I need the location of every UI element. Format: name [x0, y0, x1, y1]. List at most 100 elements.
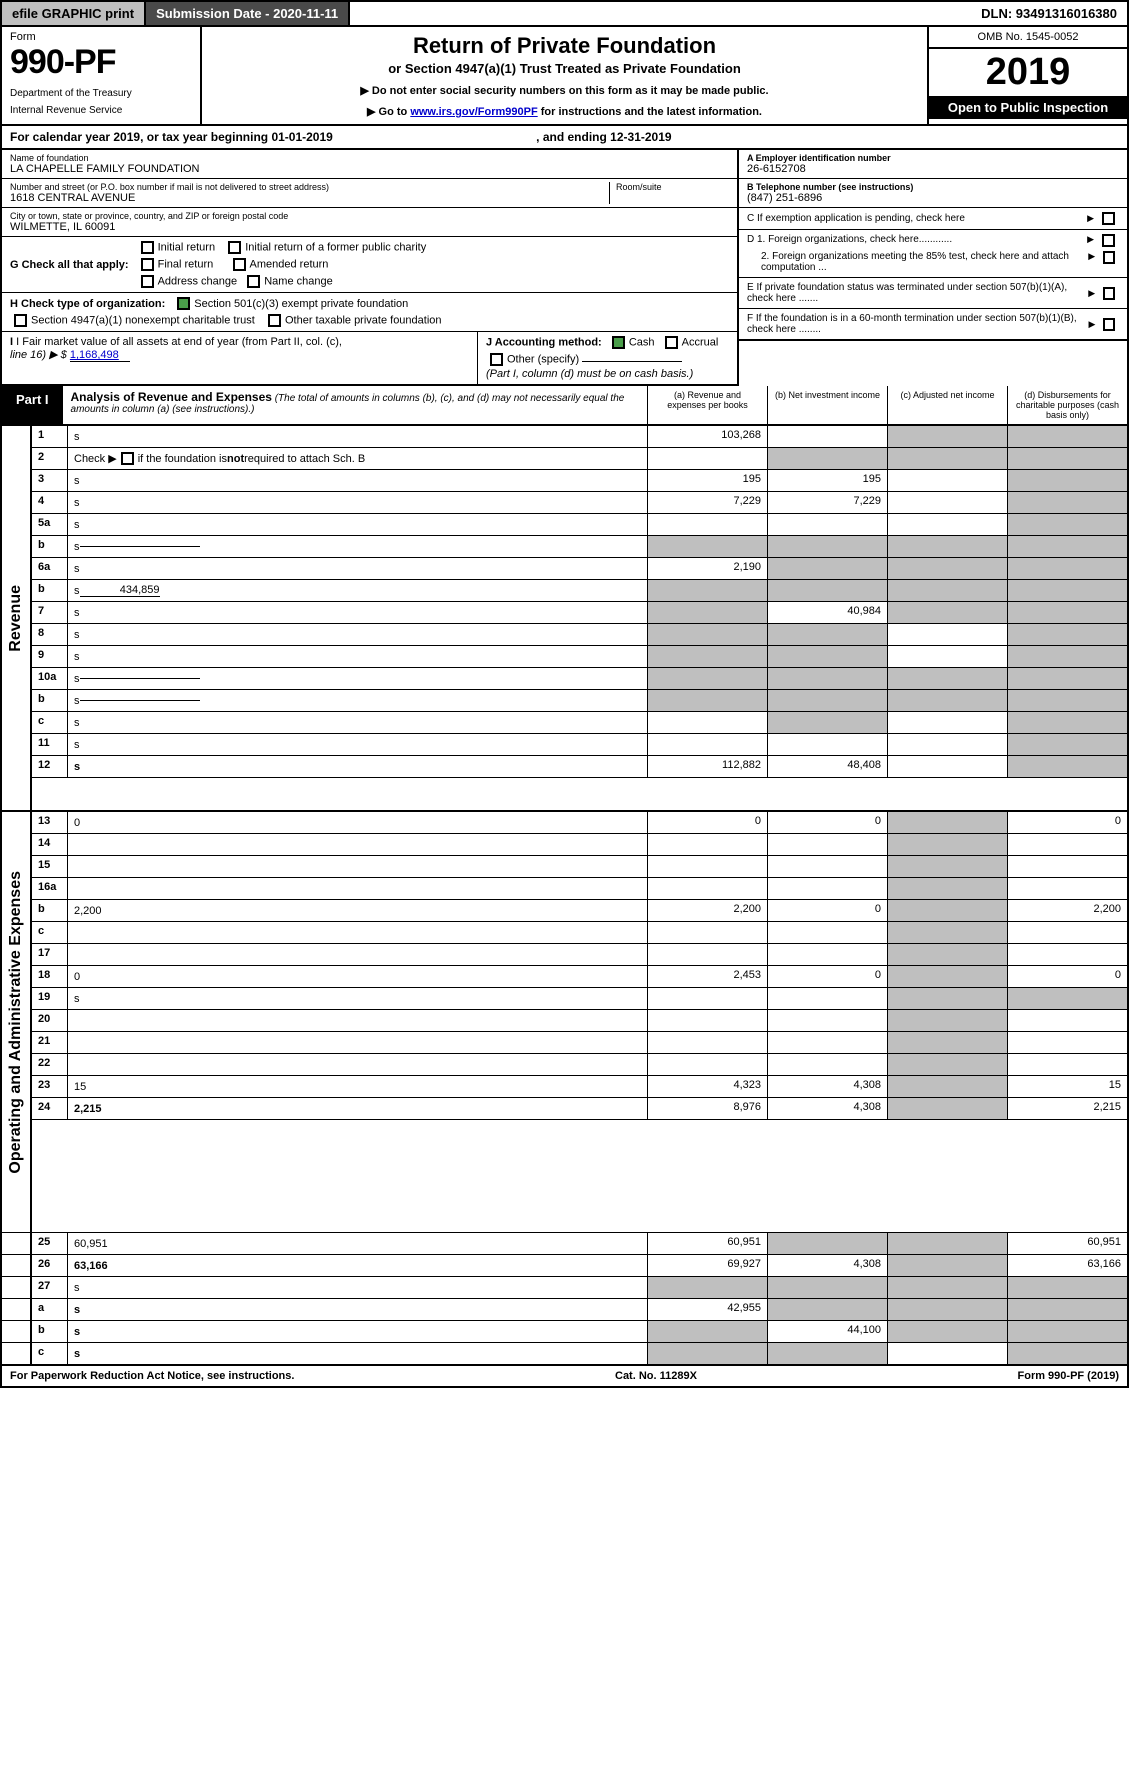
cell-value: 7,229 [767, 492, 887, 513]
table-row: 2560,95160,95160,951 [2, 1233, 1127, 1255]
cell-value: 2,453 [647, 966, 767, 987]
row-number: 16a [32, 878, 68, 899]
checkbox-final[interactable] [141, 258, 154, 271]
cell-shaded [1007, 514, 1127, 535]
checkbox-d2[interactable] [1103, 251, 1115, 264]
cell-value [647, 712, 767, 733]
cell-value [767, 878, 887, 899]
top-bar: efile GRAPHIC print Submission Date - 20… [0, 0, 1129, 27]
checkbox-d1[interactable] [1102, 234, 1115, 247]
part1-table: Revenue 1s103,2682Check ▶ if the foundat… [0, 426, 1129, 1365]
cell-value: 0 [767, 966, 887, 987]
checkbox-4947[interactable] [14, 314, 27, 327]
cell-shaded [1007, 756, 1127, 777]
cell-shaded [887, 878, 1007, 899]
cell-value [887, 492, 1007, 513]
checkbox-cash[interactable] [612, 336, 625, 349]
cell-value: 40,984 [767, 602, 887, 623]
irs: Internal Revenue Service [10, 105, 192, 116]
table-row: 14 [32, 834, 1127, 856]
d1-label: D 1. Foreign organizations, check here..… [747, 234, 952, 247]
cell-value: 4,308 [767, 1076, 887, 1097]
cell-value [767, 734, 887, 755]
cell-value [1007, 878, 1127, 899]
checkbox-e[interactable] [1103, 287, 1115, 300]
checkbox-c[interactable] [1102, 212, 1115, 225]
checkbox-initial[interactable] [141, 241, 154, 254]
row-desc: s [68, 536, 647, 557]
cell-shaded [1007, 1277, 1127, 1298]
table-row: 242,2158,9764,3082,215 [32, 1098, 1127, 1120]
row-desc [68, 856, 647, 877]
cell-shaded [647, 668, 767, 689]
j-note: (Part I, column (d) must be on cash basi… [486, 368, 729, 380]
tel-value: (847) 251-6896 [747, 192, 1119, 204]
table-row: bs [32, 690, 1127, 712]
cell-value: 8,976 [647, 1098, 767, 1119]
checkbox-name[interactable] [247, 275, 260, 288]
row-number: 17 [32, 944, 68, 965]
cell-shaded [887, 602, 1007, 623]
cell-value: 195 [647, 470, 767, 491]
cell-value: 2,190 [647, 558, 767, 579]
cell-value: 195 [767, 470, 887, 491]
foundation-name: LA CHAPELLE FAMILY FOUNDATION [10, 163, 729, 175]
addr-label: Number and street (or P.O. box number if… [10, 182, 609, 192]
row-number: 1 [32, 426, 68, 447]
cell-shaded [887, 690, 1007, 711]
row-number: 22 [32, 1054, 68, 1075]
cell-shaded [647, 536, 767, 557]
table-row: c [32, 922, 1127, 944]
cell-shaded [887, 1098, 1007, 1119]
table-row: 10as [32, 668, 1127, 690]
cell-shaded [1007, 624, 1127, 645]
cell-shaded [767, 536, 887, 557]
cell-shaded [1007, 448, 1127, 469]
cell-value: 42,955 [647, 1299, 767, 1320]
checkbox-501c3[interactable] [177, 297, 190, 310]
table-row: as42,955 [2, 1299, 1127, 1321]
checkbox-other-tax[interactable] [268, 314, 281, 327]
cell-value [647, 878, 767, 899]
checkbox-address[interactable] [141, 275, 154, 288]
cell-shaded [887, 1299, 1007, 1320]
checkbox-initial-former[interactable] [228, 241, 241, 254]
col-d-header: (d) Disbursements for charitable purpose… [1007, 386, 1127, 424]
cell-value [647, 944, 767, 965]
cell-value [887, 734, 1007, 755]
efile-button[interactable]: efile GRAPHIC print [2, 2, 146, 25]
cell-value [767, 922, 887, 943]
i-label: I I Fair market value of all assets at e… [10, 336, 469, 348]
fmv-link[interactable]: 1,168,498 [70, 349, 130, 362]
irs-link[interactable]: www.irs.gov/Form990PF [410, 106, 537, 118]
row-number: 8 [32, 624, 68, 645]
table-row: 8s [32, 624, 1127, 646]
checkbox-accrual[interactable] [665, 336, 678, 349]
cell-shaded [767, 668, 887, 689]
street-address: 1618 CENTRAL AVENUE [10, 192, 609, 204]
table-row: 2663,16669,9274,30863,166 [2, 1255, 1127, 1277]
cell-value [1007, 944, 1127, 965]
checkbox-f[interactable] [1103, 318, 1115, 331]
checkbox-other-method[interactable] [490, 353, 503, 366]
cell-value [887, 470, 1007, 491]
cell-value [767, 988, 887, 1009]
cell-value [647, 1010, 767, 1031]
table-row: 16a [32, 878, 1127, 900]
row-number: 4 [32, 492, 68, 513]
table-row: b2,2002,20002,200 [32, 900, 1127, 922]
col-b-header: (b) Net investment income [767, 386, 887, 424]
row-number: 3 [32, 470, 68, 491]
row-number: 19 [32, 988, 68, 1009]
row-desc [68, 1054, 647, 1075]
checkbox-amended[interactable] [233, 258, 246, 271]
cell-value: 2,200 [647, 900, 767, 921]
g-check-row: G Check all that apply: Initial return I… [2, 237, 737, 293]
cell-value [647, 448, 767, 469]
c-label: C If exemption application is pending, c… [747, 213, 965, 224]
cell-shaded [887, 580, 1007, 601]
col-a-header: (a) Revenue and expenses per books [647, 386, 767, 424]
row-desc [68, 1010, 647, 1031]
table-row: 12s112,88248,408 [32, 756, 1127, 778]
cell-value [767, 426, 887, 447]
